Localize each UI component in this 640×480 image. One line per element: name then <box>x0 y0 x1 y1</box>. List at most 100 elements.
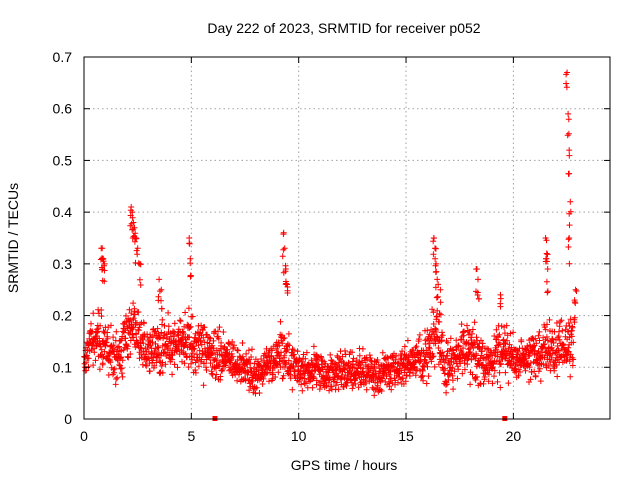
data-point <box>282 266 289 272</box>
data-point <box>424 363 431 370</box>
data-point <box>169 371 176 378</box>
data-point <box>571 297 578 304</box>
data-point <box>92 357 99 364</box>
data-point <box>116 348 123 355</box>
data-point <box>256 362 263 369</box>
data-point <box>130 334 137 341</box>
data-point <box>489 380 496 387</box>
data-point <box>395 379 401 386</box>
data-point <box>140 340 147 347</box>
data-point <box>441 359 448 366</box>
data-point <box>111 365 118 372</box>
data-point <box>191 345 198 352</box>
data-point <box>439 349 446 356</box>
data-point <box>128 310 135 317</box>
data-point <box>406 373 413 379</box>
data-point <box>253 384 260 391</box>
data-point <box>366 352 373 359</box>
data-point <box>565 110 572 117</box>
axis-ticks <box>83 56 610 420</box>
data-point <box>90 310 97 317</box>
data-point <box>439 329 445 336</box>
data-point <box>505 380 512 387</box>
data-point <box>298 381 305 388</box>
data-point <box>503 322 510 329</box>
data-point <box>209 342 216 349</box>
data-point <box>431 363 438 370</box>
data-point <box>239 353 246 360</box>
data-point <box>104 329 111 336</box>
data-point <box>113 376 120 382</box>
data-point <box>154 344 161 351</box>
data-point <box>566 152 573 159</box>
data-point <box>220 329 227 335</box>
data-point <box>367 355 374 361</box>
data-point <box>203 367 210 373</box>
data-point <box>132 344 139 350</box>
data-point <box>335 386 342 393</box>
data-point <box>473 373 480 380</box>
data-point <box>439 332 446 339</box>
data-point <box>229 338 236 345</box>
data-point <box>379 349 386 356</box>
data-point <box>158 363 165 369</box>
data-point <box>154 325 161 332</box>
data-point <box>268 352 275 359</box>
data-point <box>455 343 462 350</box>
data-point <box>271 364 278 371</box>
data-point <box>185 305 192 312</box>
data-point <box>548 344 555 351</box>
data-point <box>426 344 432 351</box>
data-point <box>541 341 548 347</box>
data-point <box>96 335 103 342</box>
data-point <box>316 365 323 372</box>
data-point <box>332 382 339 389</box>
data-point <box>259 381 266 387</box>
y-tick-label: 0.7 <box>53 49 73 65</box>
data-point <box>388 386 395 393</box>
data-point <box>327 351 334 358</box>
data-point <box>110 334 117 341</box>
data-point <box>215 328 221 335</box>
data-point <box>566 210 573 217</box>
data-point <box>129 214 136 221</box>
data-point <box>175 326 182 333</box>
data-point <box>171 320 178 327</box>
data-point <box>475 276 481 283</box>
data-point <box>446 371 453 378</box>
data-point <box>107 359 114 366</box>
data-point <box>471 319 478 326</box>
x-tick-label: 15 <box>398 428 414 444</box>
data-point <box>479 340 486 347</box>
data-point <box>239 340 246 346</box>
data-point <box>286 342 293 349</box>
data-point <box>248 354 255 360</box>
data-point <box>497 300 504 307</box>
data-point <box>101 267 108 274</box>
data-point <box>112 381 119 388</box>
data-point <box>567 198 574 205</box>
data-point <box>301 375 308 382</box>
data-point <box>398 367 405 374</box>
data-point <box>467 349 474 355</box>
data-point <box>374 357 381 363</box>
data-point <box>534 356 541 363</box>
data-point <box>472 377 479 383</box>
data-point <box>243 350 250 357</box>
data-point <box>468 356 475 363</box>
data-point <box>522 367 529 374</box>
data-point <box>119 373 126 380</box>
data-point <box>481 374 488 380</box>
data-point <box>210 345 217 352</box>
data-point <box>118 370 125 377</box>
data-point <box>182 350 189 357</box>
data-point <box>141 320 147 327</box>
data-point <box>103 339 110 346</box>
data-point <box>447 335 454 342</box>
data-point <box>101 348 108 355</box>
data-point <box>399 348 406 355</box>
data-point <box>133 235 140 242</box>
data-point <box>496 331 503 338</box>
data-point <box>473 266 480 273</box>
data-point <box>558 317 565 324</box>
